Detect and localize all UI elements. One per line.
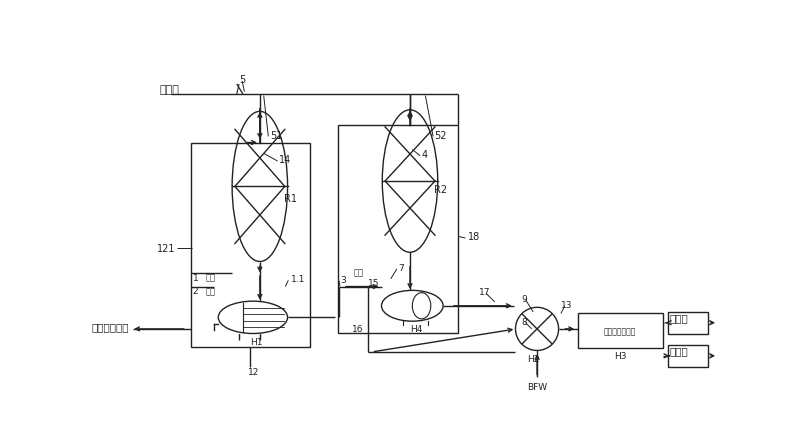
Bar <box>578 314 662 348</box>
Text: 4: 4 <box>422 150 428 160</box>
Text: 5: 5 <box>239 74 246 85</box>
Text: BFW: BFW <box>527 382 547 391</box>
Text: 13: 13 <box>561 300 572 309</box>
Bar <box>668 312 708 334</box>
Text: 8: 8 <box>521 317 527 326</box>
Ellipse shape <box>412 293 430 319</box>
Text: 121: 121 <box>157 244 175 254</box>
Text: H4: H4 <box>410 325 422 334</box>
Text: 1.1: 1.1 <box>290 275 305 284</box>
Text: H2: H2 <box>527 354 539 363</box>
Text: 变换气: 变换气 <box>670 313 688 323</box>
Text: 粗煤气: 粗煤气 <box>160 85 180 95</box>
Text: 3: 3 <box>341 276 346 284</box>
Text: 15: 15 <box>368 279 379 287</box>
Text: 直连: 直连 <box>354 268 364 277</box>
Text: 7: 7 <box>398 263 404 272</box>
Text: 1: 1 <box>193 273 198 282</box>
Text: 12: 12 <box>248 367 260 376</box>
Text: 17: 17 <box>479 288 490 297</box>
Text: 16: 16 <box>352 325 364 334</box>
Bar <box>190 143 310 347</box>
Bar <box>338 126 458 333</box>
Text: 51: 51 <box>270 131 282 141</box>
Text: 14: 14 <box>279 155 291 165</box>
Text: 中压过热蒸汽: 中压过热蒸汽 <box>91 322 129 332</box>
Text: 52: 52 <box>434 131 447 141</box>
Text: R1: R1 <box>284 194 297 204</box>
Text: 冷凝液: 冷凝液 <box>670 346 688 356</box>
Text: 18: 18 <box>468 232 480 242</box>
Text: 2: 2 <box>193 286 198 295</box>
Text: 9: 9 <box>521 294 527 303</box>
Text: H1: H1 <box>250 337 263 346</box>
Text: 直连: 直连 <box>206 273 216 282</box>
Text: 热回收冷却系统: 热回收冷却系统 <box>604 327 636 336</box>
Text: H3: H3 <box>614 352 626 360</box>
Text: 直连: 直连 <box>206 286 216 295</box>
Text: R2: R2 <box>434 184 447 194</box>
Bar <box>668 345 708 367</box>
